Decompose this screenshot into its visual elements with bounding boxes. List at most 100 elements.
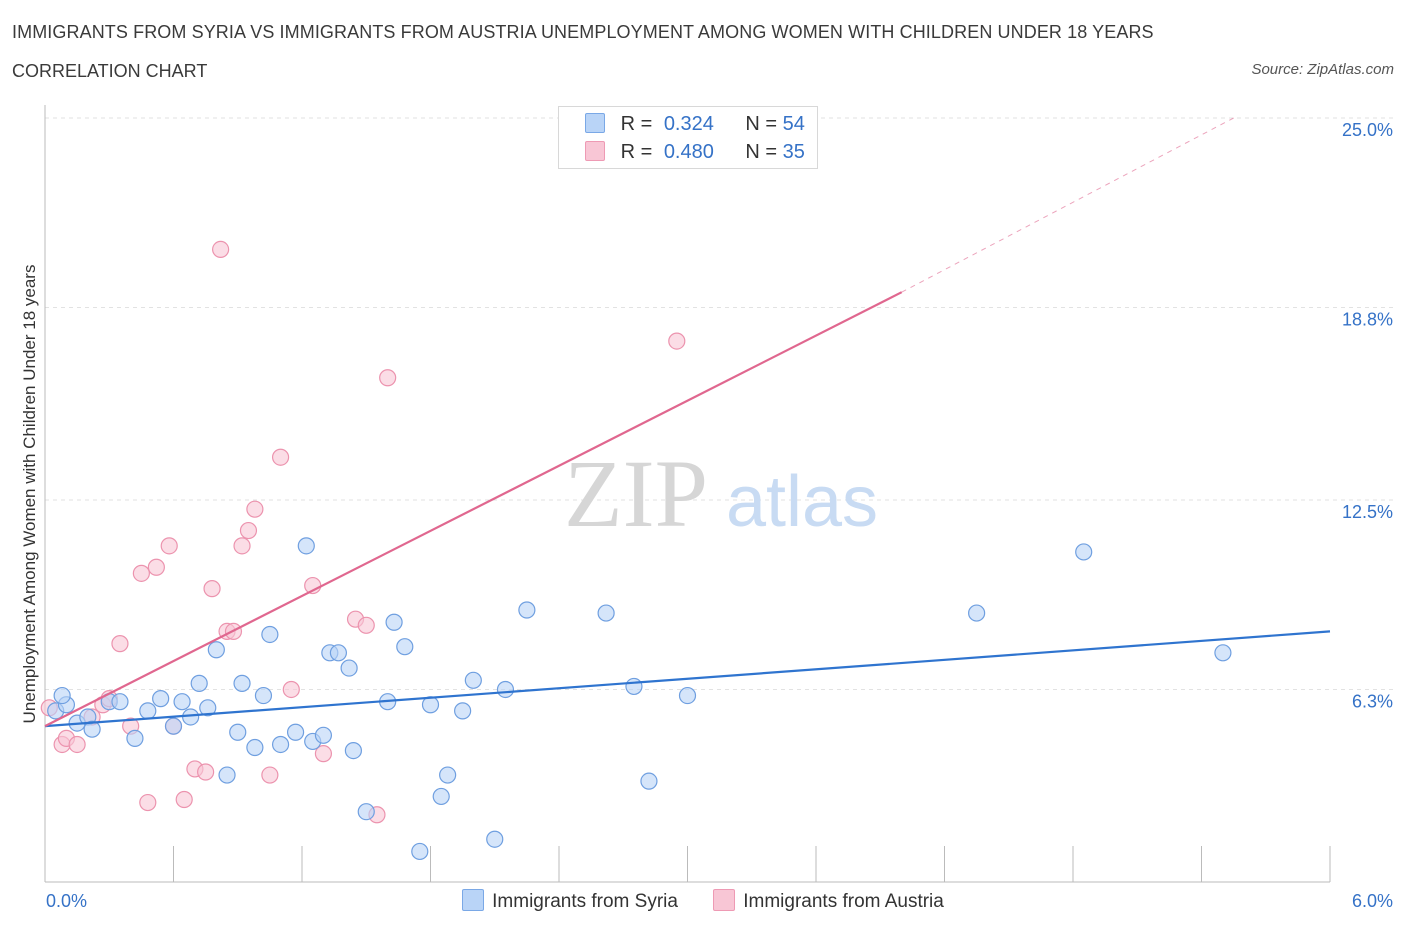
n-value: 35 [782, 141, 805, 163]
series-legend: Immigrants from Syria Immigrants from Au… [0, 889, 1406, 913]
data-point-austria [233, 537, 251, 555]
data-point-austria [132, 564, 150, 582]
data-point-syria [518, 601, 536, 619]
data-point-syria [1214, 644, 1232, 662]
austria-swatch [585, 141, 605, 161]
austria-swatch [713, 889, 736, 911]
data-point-syria [396, 638, 414, 656]
data-point-syria [199, 699, 217, 717]
data-point-syria [164, 717, 183, 735]
data-point-austria [668, 332, 686, 350]
axes [44, 105, 1331, 883]
correlation-legend: R = 0.324 N = 54 R = 0.480 N = 35 [558, 106, 818, 169]
y-tick-labels: 6.3% 12.5% 18.8% 25.0% [1342, 120, 1393, 711]
data-point-syria [53, 686, 71, 705]
data-point-syria [329, 644, 348, 662]
grid-lines [45, 117, 1395, 690]
n-label: N = [745, 113, 778, 135]
data-point-syria [207, 641, 225, 659]
syria-swatch [462, 889, 485, 911]
n-value: 54 [782, 113, 805, 135]
r-value: 0.324 [663, 113, 714, 135]
trend-line-austria [44, 291, 903, 728]
data-point-syria [190, 674, 208, 692]
data-point-syria [340, 659, 358, 677]
trend-lines [44, 117, 1331, 728]
data-point-syria [640, 772, 658, 790]
data-point-austria [261, 766, 279, 784]
data-point-austria [271, 448, 290, 466]
data-point-syria [233, 674, 251, 692]
y-tick-label: 25.0% [1342, 120, 1393, 140]
data-point-syria [411, 842, 429, 861]
data-point-austria [282, 680, 300, 699]
watermark-zip: ZIP [564, 440, 708, 547]
n-label: N = [745, 141, 778, 163]
legend-item-syria[interactable]: Immigrants from Syria [462, 889, 678, 913]
data-point-austria [246, 500, 264, 518]
syria-swatch [585, 113, 605, 133]
data-point-syria [432, 787, 450, 806]
data-point-syria [496, 680, 515, 699]
data-point-syria [968, 604, 986, 622]
data-point-syria [152, 690, 170, 708]
data-point-syria [218, 766, 236, 784]
chart-subtitle: CORRELATION CHART [12, 61, 208, 81]
data-point-syria [344, 741, 362, 760]
legend-label-austria: Immigrants from Austria [743, 891, 944, 912]
trend-line-austria-extension [901, 117, 1234, 293]
data-point-syria [254, 686, 273, 705]
y-tick-label: 12.5% [1342, 502, 1393, 522]
data-point-syria [486, 830, 504, 848]
data-point-syria [678, 686, 697, 705]
watermark: ZIP atlas [564, 440, 878, 547]
data-point-syria [314, 726, 333, 744]
data-point-syria [271, 735, 290, 754]
data-point-syria [597, 604, 615, 622]
data-point-austria [212, 240, 230, 259]
data-point-syria [126, 729, 144, 747]
r-label: R = [620, 113, 653, 135]
source-label: Source: ZipAtlas.com [1251, 61, 1394, 78]
watermark-atlas: atlas [726, 462, 878, 542]
x-tick-label-max: 6.0% [1351, 891, 1393, 911]
data-point-austria [147, 558, 165, 576]
data-point-syria [1075, 543, 1093, 561]
trend-line-syria [44, 630, 1331, 728]
data-point-syria [385, 613, 403, 631]
data-point-syria [625, 677, 643, 696]
data-point-syria [139, 702, 157, 720]
data-point-syria [297, 537, 315, 555]
data-point-syria [182, 708, 200, 726]
data-point-syria [83, 720, 101, 738]
chart-title: IMMIGRANTS FROM SYRIA VS IMMIGRANTS FROM… [12, 22, 1154, 42]
data-point-austria [111, 635, 129, 653]
data-point-syria [173, 693, 191, 711]
legend-item-austria[interactable]: Immigrants from Austria [713, 889, 944, 913]
data-point-austria [139, 793, 157, 812]
data-point-austria [160, 537, 178, 555]
data-point-syria [439, 766, 457, 784]
data-point-austria [175, 790, 193, 809]
data-point-austria [314, 745, 333, 763]
r-value: 0.480 [663, 141, 714, 163]
syria-points [47, 537, 1232, 861]
data-point-syria [286, 723, 305, 741]
r-label: R = [620, 141, 653, 163]
data-point-syria [229, 723, 247, 741]
legend-label-syria: Immigrants from Syria [492, 891, 678, 912]
data-point-austria [68, 735, 86, 754]
data-point-syria [111, 693, 129, 711]
y-axis-label: Unemployment Among Women with Children U… [20, 264, 39, 724]
y-tick-label: 6.3% [1352, 691, 1393, 711]
data-point-austria [203, 580, 221, 598]
legend-row-syria: R = 0.324 N = 54 [585, 113, 805, 137]
data-point-syria [357, 803, 375, 821]
data-point-austria [357, 616, 375, 634]
data-point-austria [379, 369, 397, 387]
x-tick-label-min: 0.0% [46, 891, 88, 911]
data-point-austria [197, 763, 215, 781]
legend-row-austria: R = 0.480 N = 35 [585, 141, 805, 165]
data-point-syria [464, 671, 482, 689]
